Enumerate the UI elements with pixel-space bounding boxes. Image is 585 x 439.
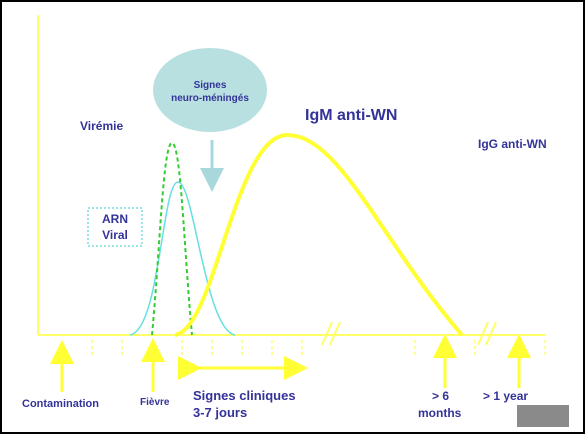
igg-label: IgG anti-WN bbox=[478, 137, 547, 151]
igm-curve bbox=[174, 132, 464, 337]
bubble bbox=[153, 48, 267, 132]
arn-label: Viral bbox=[102, 228, 128, 242]
viremia-label: Virémie bbox=[80, 119, 123, 133]
ticks bbox=[91, 340, 546, 356]
arn-label: ARN bbox=[102, 212, 128, 226]
clinical-label: Signes cliniques bbox=[193, 388, 296, 403]
six-months-label: months bbox=[418, 406, 462, 420]
clinical-label: 3-7 jours bbox=[193, 405, 247, 420]
arn-box bbox=[87, 207, 143, 247]
one-year-label: > 1 year bbox=[483, 389, 528, 403]
bubble-text: Signes bbox=[194, 80, 227, 91]
igm-label: IgM anti-WN bbox=[305, 107, 397, 124]
bubble-text: neuro-méningés bbox=[171, 93, 249, 104]
thumbnail bbox=[517, 405, 569, 427]
contamination-label: Contamination bbox=[22, 398, 99, 410]
arn-curve bbox=[129, 181, 236, 336]
event-arrows bbox=[50, 334, 531, 392]
fever-label: Fièvre bbox=[140, 397, 170, 408]
six-months-label: > 6 bbox=[432, 389, 449, 403]
